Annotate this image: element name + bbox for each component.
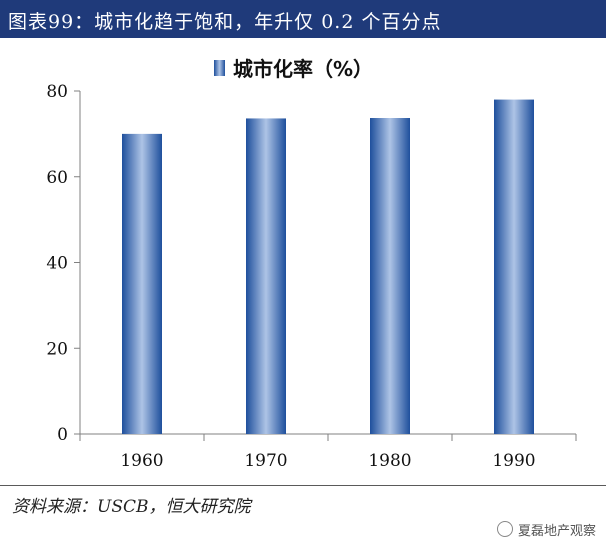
watermark: 夏磊地产观察 xyxy=(496,520,596,539)
legend-label: 城市化率（%） xyxy=(233,57,373,81)
legend-swatch xyxy=(214,60,225,76)
source-note: 资料来源：USCB，恒大研究院 xyxy=(12,497,251,517)
x-tick-label: 1980 xyxy=(368,451,411,471)
bar xyxy=(494,99,534,434)
title-bar: 图表99：城市化趋于饱和，年升仅 0.2 个百分点 xyxy=(0,0,606,38)
legend: 城市化率（%） xyxy=(214,57,373,81)
bar xyxy=(370,118,410,434)
bar xyxy=(122,133,162,434)
bars xyxy=(122,99,534,434)
x-tick-label: 1960 xyxy=(120,451,163,471)
watermark-text: 夏磊地产观察 xyxy=(517,524,596,539)
y-tick-label: 40 xyxy=(46,254,68,274)
wechat-logo-icon xyxy=(496,521,513,537)
bar-chart: 城市化率（%） 0 20 40 60 80 1960 1970 1980 1990 xyxy=(46,57,577,471)
chart-title: 图表99：城市化趋于饱和，年升仅 0.2 个百分点 xyxy=(8,11,442,33)
x-tick-label: 1990 xyxy=(492,451,535,471)
y-tick-label: 80 xyxy=(46,82,68,102)
y-tick-label: 0 xyxy=(57,425,68,445)
axes: 0 20 40 60 80 1960 1970 1980 1990 xyxy=(46,82,577,471)
bar xyxy=(246,118,286,434)
y-tick-label: 20 xyxy=(46,339,68,359)
x-tick-label: 1970 xyxy=(244,451,287,471)
y-tick-label: 60 xyxy=(46,168,68,188)
source-divider xyxy=(0,485,606,486)
